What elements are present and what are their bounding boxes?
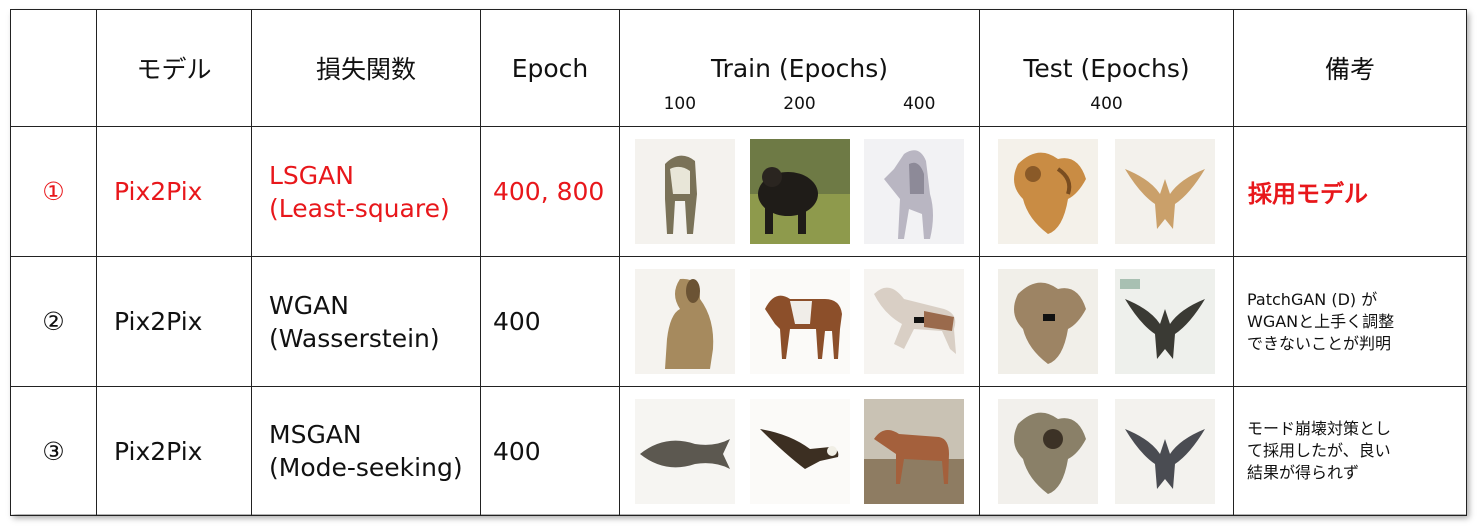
- note-line: できないことが判明: [1247, 333, 1392, 353]
- loss-name: LSGAN: [269, 160, 354, 190]
- header-notes: 備考: [1233, 9, 1467, 127]
- row-train-images: [619, 126, 980, 257]
- test-image-bird-creature: [1115, 398, 1216, 504]
- test-image-lion-figure: [997, 269, 1098, 374]
- train-epoch-200: 200: [783, 94, 816, 114]
- row-loss: MSGAN (Mode-seeking): [251, 386, 481, 516]
- header-train: Train (Epochs) 100 200 400: [619, 9, 980, 127]
- train-image-horse-figure: [749, 269, 850, 374]
- row-test-images: [979, 386, 1234, 516]
- row-test-images: [979, 126, 1234, 257]
- row-note: モード崩壊対策とし て採用したが、良い 結果が得られず: [1233, 386, 1467, 516]
- test-image-bird-creature: [1115, 139, 1216, 244]
- comparison-table: モデル 損失関数 Epoch Train (Epochs) 100 200 40…: [10, 9, 1467, 516]
- row-test-images: [979, 256, 1234, 387]
- note-line: PatchGAN (D) が: [1247, 289, 1378, 309]
- header-test-label: Test (Epochs): [1023, 53, 1190, 83]
- table-row: ① Pix2Pix LSGAN (Least-square) 400, 800: [10, 126, 1467, 257]
- train-image-bull-photo: [749, 139, 850, 244]
- train-image-horse-photo: [864, 398, 965, 504]
- train-epoch-labels: 100 200 400: [620, 94, 979, 114]
- row-train-images: [619, 386, 980, 516]
- test-image-bird-creature: [1115, 269, 1216, 374]
- train-image-fish-figure: [634, 398, 735, 504]
- table-row: ② Pix2Pix WGAN (Wasserstein) 400: [10, 256, 1467, 387]
- test-epoch-labels: 400: [980, 94, 1233, 114]
- row-train-images: [619, 256, 980, 387]
- loss-name: WGAN: [269, 290, 349, 320]
- train-image-horse-figure: [634, 139, 735, 244]
- header-index: [10, 9, 97, 127]
- header-loss: 損失関数: [251, 9, 481, 127]
- row-loss: LSGAN (Least-square): [251, 126, 481, 257]
- train-image-eagle-figure: [749, 398, 850, 504]
- header-test: Test (Epochs) 400: [979, 9, 1234, 127]
- row-loss: WGAN (Wasserstein): [251, 256, 481, 387]
- loss-name: MSGAN: [269, 420, 362, 449]
- row-index: ②: [10, 256, 97, 387]
- header-model: モデル: [96, 9, 252, 127]
- table-row: ③ Pix2Pix MSGAN (Mode-seeking) 400: [10, 386, 1467, 516]
- test-image-lion-figure: [997, 398, 1098, 504]
- note-line: WGANと上手く調整: [1247, 311, 1395, 331]
- row-model: Pix2Pix: [96, 256, 252, 387]
- train-epoch-400: 400: [902, 94, 936, 114]
- note-line: て採用したが、良い: [1247, 441, 1391, 460]
- row-epoch: 400, 800: [480, 126, 620, 257]
- row-index: ③: [10, 386, 97, 516]
- test-epoch-400: 400: [1090, 94, 1123, 114]
- row-model: Pix2Pix: [96, 386, 252, 516]
- loss-desc: (Mode-seeking): [269, 453, 463, 482]
- train-image-rearing-horse: [864, 139, 965, 244]
- row-model: Pix2Pix: [96, 126, 252, 257]
- note-line: 結果が得られず: [1247, 463, 1360, 482]
- comparison-table-wrapper: モデル 損失関数 Epoch Train (Epochs) 100 200 40…: [10, 9, 1467, 516]
- header-epoch: Epoch: [480, 9, 620, 127]
- row-note: PatchGAN (D) が WGANと上手く調整 できないことが判明: [1233, 256, 1467, 387]
- row-note: 採用モデル: [1233, 126, 1467, 257]
- loss-desc: (Wasserstein): [269, 323, 440, 353]
- train-image-running-horse: [864, 269, 965, 374]
- header-train-label: Train (Epochs): [710, 53, 888, 83]
- row-epoch: 400: [480, 256, 620, 387]
- train-epoch-100: 100: [663, 94, 697, 114]
- note-line: モード崩壊対策とし: [1247, 419, 1392, 438]
- test-image-lion-figure: [997, 139, 1098, 244]
- train-image-dog-figure: [634, 269, 735, 374]
- header-row: モデル 損失関数 Epoch Train (Epochs) 100 200 40…: [10, 9, 1467, 127]
- loss-desc: (Least-square): [269, 193, 450, 223]
- row-index: ①: [10, 126, 97, 257]
- row-epoch: 400: [480, 386, 620, 516]
